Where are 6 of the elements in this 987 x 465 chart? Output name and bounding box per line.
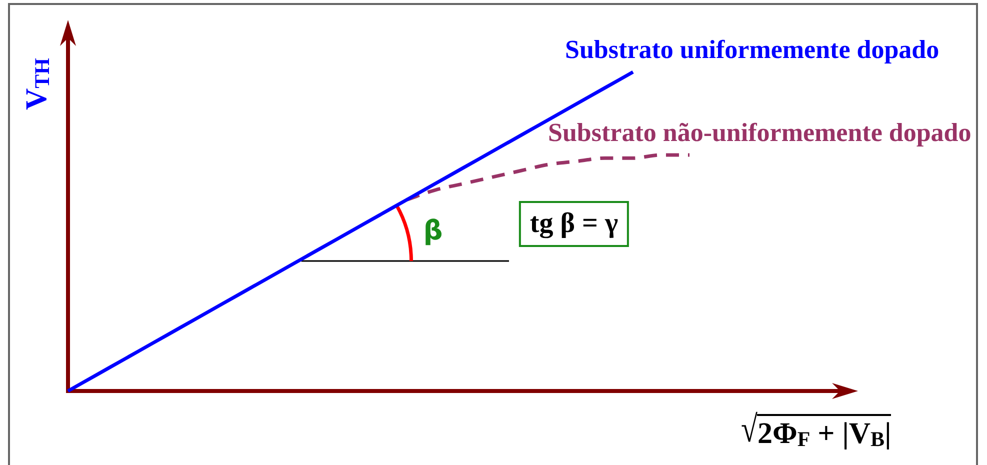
annotation: β — [423, 216, 443, 246]
series-label: Substrato uniformemente dopado — [565, 35, 940, 64]
series-label: Substrato não-uniformemente dopado — [548, 118, 972, 147]
annotation: tg β = γ — [530, 208, 618, 239]
text-frame: tg β = γ — [518, 201, 630, 247]
x-axis-title: √2Φ$_{F}$ + |V$_{B}$| — [741, 409, 892, 452]
